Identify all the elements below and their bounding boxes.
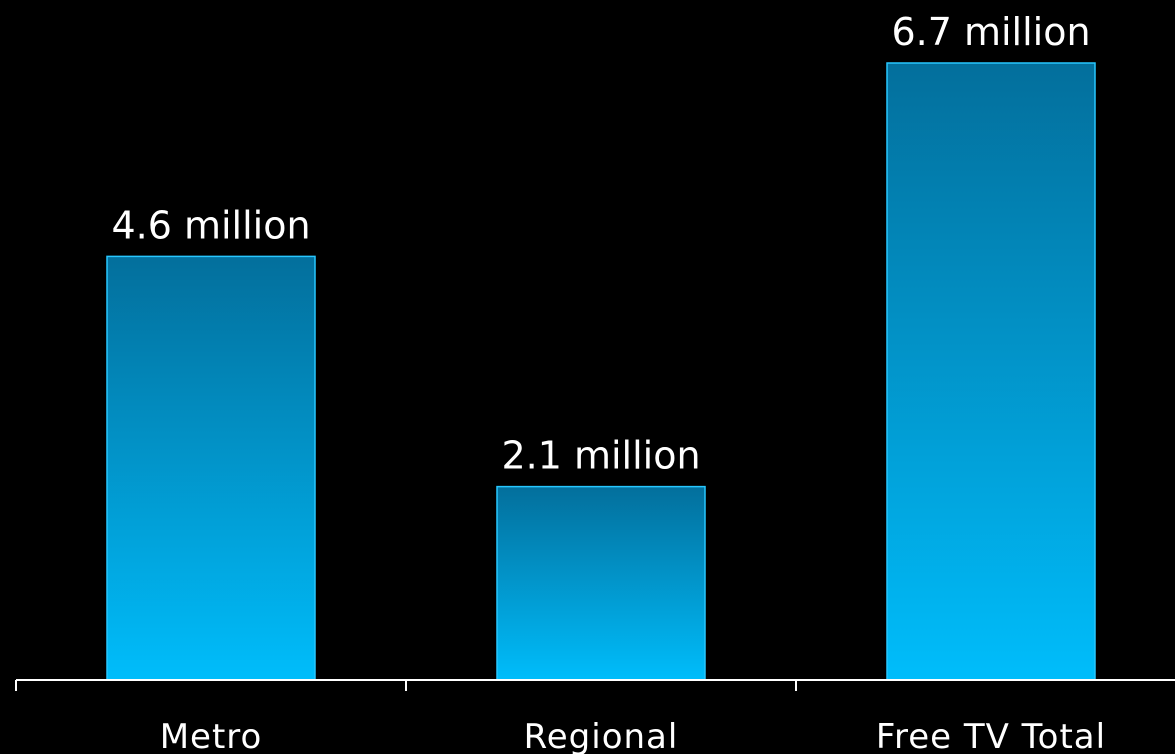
data-label-metro: 4.6 million — [111, 203, 310, 247]
bars-layer — [106, 62, 1096, 681]
labels-layer: 4.6 million Metro 2.1 million Regional 6.7 m… — [111, 10, 1106, 754]
category-label-metro: Metro — [160, 717, 263, 754]
category-label-regional: Regional — [524, 717, 679, 754]
bar-metro — [106, 255, 316, 681]
category-label-free-tv-total: Free TV Total — [876, 717, 1106, 754]
bar-regional — [496, 485, 706, 681]
x-axis — [15, 679, 1175, 691]
bar-free-tv-total — [886, 62, 1096, 681]
data-label-regional: 2.1 million — [501, 434, 700, 478]
data-label-free-tv-total: 6.7 million — [891, 10, 1090, 54]
